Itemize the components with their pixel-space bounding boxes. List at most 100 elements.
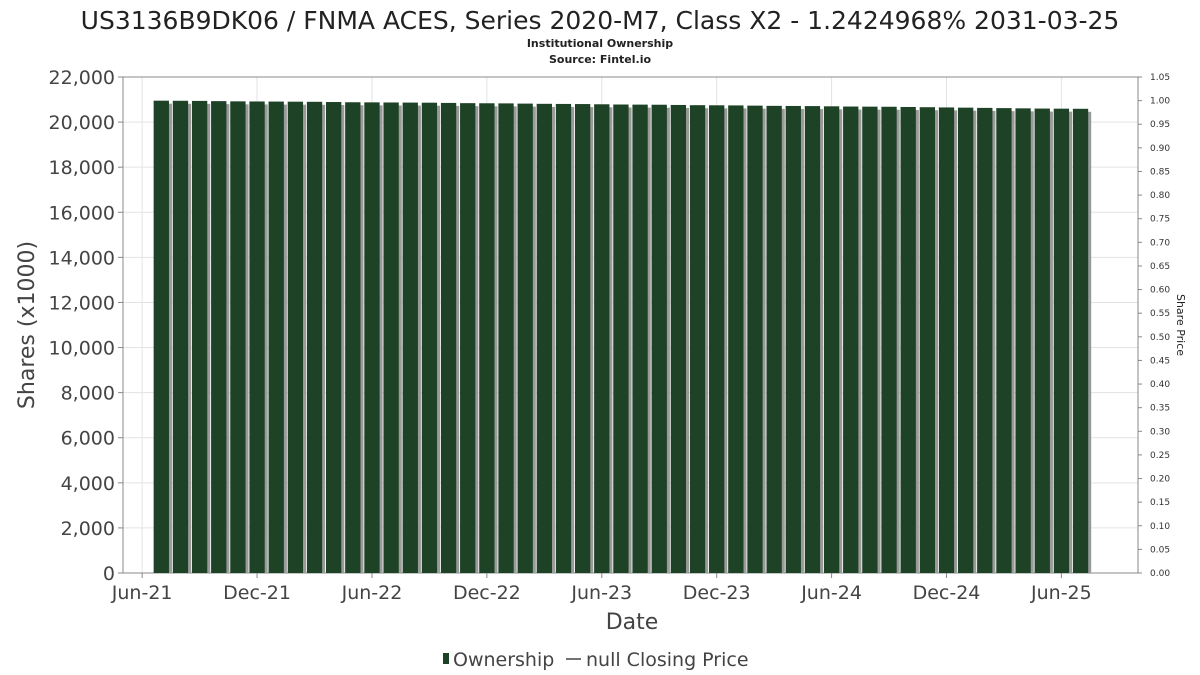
bar — [172, 100, 189, 573]
chart-title: US3136B9DK06 / FNMA ACES, Series 2020-M7… — [81, 6, 1120, 35]
y2-tick-label: 0.05 — [1150, 545, 1170, 555]
bar — [326, 102, 342, 573]
bar — [460, 103, 476, 574]
y-tick-label: 16,000 — [49, 202, 115, 224]
bar — [402, 102, 418, 574]
y2-tick-label: 0.30 — [1150, 427, 1170, 437]
bar — [594, 104, 610, 573]
legend-label-ownership: Ownership — [453, 649, 554, 671]
bar — [689, 105, 706, 573]
y2-tick-label: 1.00 — [1150, 97, 1170, 107]
bar — [440, 102, 457, 573]
x-tick-label: Dec-23 — [683, 582, 751, 604]
y2-axis-ticks: 0.00 0.05 0.10 0.15 0.20 0.25 0.30 0.35 0.40 0.45… — [1138, 73, 1170, 579]
bar — [345, 102, 361, 573]
bar — [555, 103, 572, 573]
bar — [268, 101, 284, 573]
y-tick-label: 22,000 — [49, 67, 115, 89]
y2-tick-label: 0.25 — [1150, 451, 1170, 461]
legend: Ownership null Closing Price — [443, 649, 749, 671]
bar — [957, 107, 974, 574]
bar — [479, 103, 495, 574]
y2-tick-label: 0.80 — [1150, 191, 1170, 201]
y-tick-label: 10,000 — [49, 338, 115, 360]
y2-tick-label: 0.55 — [1150, 309, 1170, 319]
bar — [383, 102, 399, 573]
chart-subtitle-source: Source: Fintel.io — [549, 53, 651, 66]
bar — [153, 100, 169, 573]
bar — [364, 102, 380, 573]
bar — [249, 101, 265, 573]
bar — [211, 101, 227, 574]
y2-tick-label: 0.20 — [1150, 475, 1170, 485]
y-tick-label: 4,000 — [61, 473, 115, 495]
bar — [536, 103, 552, 573]
bar — [996, 108, 1012, 573]
y-tick-label: 2,000 — [61, 518, 115, 540]
legend-label-closing-price: null Closing Price — [586, 649, 749, 671]
y-tick-label: 20,000 — [49, 112, 115, 134]
bar — [670, 104, 687, 573]
y-tick-label: 8,000 — [61, 383, 115, 405]
x-axis-label: Date — [606, 610, 659, 635]
y2-tick-label: 0.70 — [1150, 238, 1170, 248]
bar — [1034, 108, 1050, 574]
bar — [574, 104, 591, 574]
y2-tick-label: 1.05 — [1150, 73, 1170, 83]
bar — [747, 105, 763, 574]
y2-tick-label: 0.35 — [1150, 404, 1170, 414]
chart-subtitle-ownership: Institutional Ownership — [527, 37, 673, 50]
y2-tick-label: 0.90 — [1150, 144, 1170, 154]
y2-tick-label: 0.10 — [1150, 522, 1170, 532]
bar — [613, 104, 629, 573]
bar — [1015, 108, 1031, 573]
bar — [1053, 108, 1070, 573]
y2-tick-label: 0.50 — [1150, 333, 1170, 343]
bar — [919, 107, 935, 573]
y2-tick-label: 0.45 — [1150, 356, 1170, 366]
legend-swatch-ownership — [443, 653, 449, 664]
x-tick-label: Dec-21 — [223, 582, 291, 604]
bar — [823, 106, 840, 574]
x-tick-label: Jun-21 — [111, 582, 173, 604]
x-tick-label: Jun-22 — [341, 582, 403, 604]
bar — [938, 107, 955, 573]
y2-tick-label: 0.00 — [1150, 569, 1170, 579]
bar — [632, 104, 648, 574]
bar — [287, 101, 304, 574]
bar-series-ownership — [153, 100, 1092, 574]
y-tick-label: 14,000 — [49, 247, 115, 269]
bar — [900, 106, 916, 574]
y2-tick-label: 0.40 — [1150, 380, 1170, 390]
bar — [498, 103, 514, 574]
bar — [306, 101, 323, 574]
y-tick-label: 12,000 — [49, 292, 115, 314]
y2-tick-label: 0.85 — [1150, 167, 1170, 177]
bar — [881, 106, 897, 573]
bar — [977, 107, 993, 574]
x-tick-label: Jun-23 — [570, 582, 632, 604]
bar — [728, 105, 744, 573]
y-tick-label: 18,000 — [49, 157, 115, 179]
x-tick-label: Jun-24 — [800, 582, 862, 604]
y-axis-label: Shares (x1000) — [15, 241, 40, 409]
bar — [1072, 108, 1089, 573]
bar — [421, 102, 438, 574]
bar — [804, 106, 821, 574]
y2-tick-label: 0.65 — [1150, 262, 1170, 272]
y2-axis-label: Share Price — [1174, 294, 1187, 356]
bar — [766, 105, 782, 573]
bar — [651, 104, 667, 574]
bar — [709, 105, 725, 573]
y2-tick-label: 0.15 — [1150, 498, 1170, 508]
x-axis-ticks: Jun-21 Dec-21 Jun-22 Dec-22 Jun-23 Dec-23 Jun-… — [111, 573, 1092, 604]
bar — [862, 106, 878, 573]
y2-tick-label: 0.60 — [1150, 286, 1170, 296]
y-tick-label: 6,000 — [61, 428, 115, 450]
bar — [785, 105, 801, 573]
y-tick-label: 0 — [103, 563, 115, 585]
bar — [191, 100, 208, 573]
bar — [517, 103, 533, 573]
y-axis-ticks: 0 2,000 4,000 6,000 8,000 10,000 12,000 14,000 1… — [49, 67, 123, 585]
